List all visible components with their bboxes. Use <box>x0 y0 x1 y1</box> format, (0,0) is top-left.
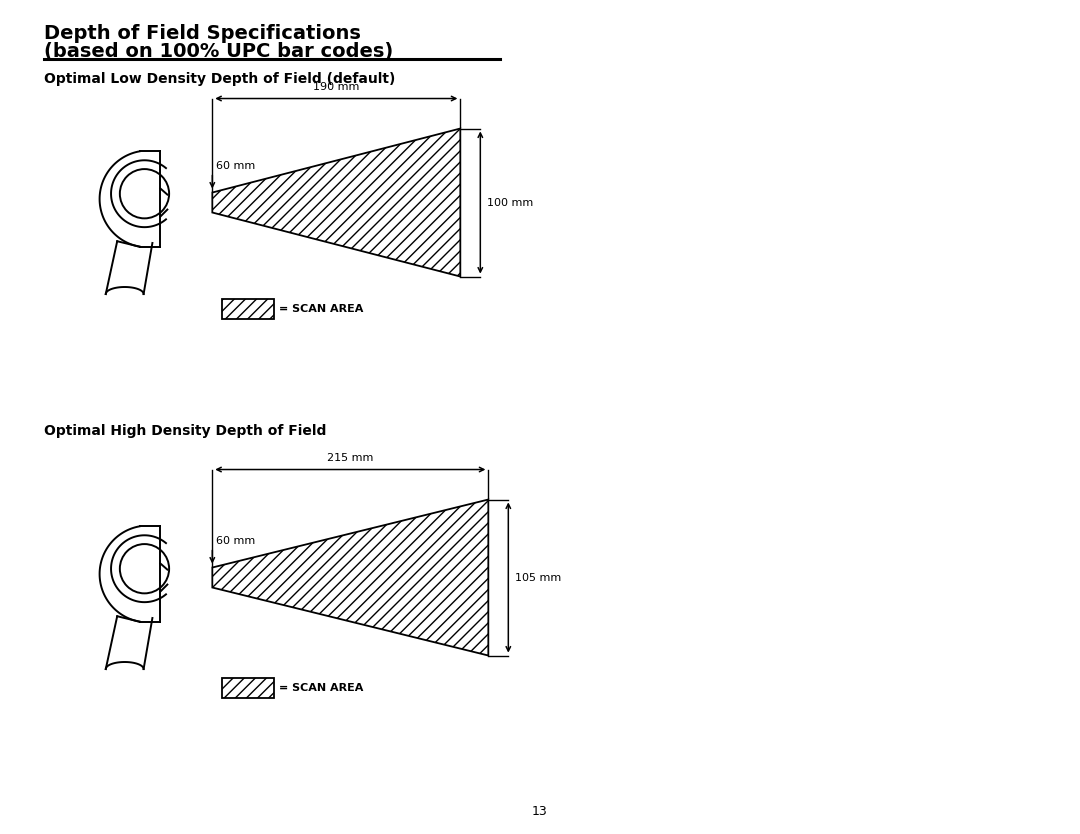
Text: = SCAN AREA: = SCAN AREA <box>280 304 364 314</box>
Bar <box>222 299 274 319</box>
Text: 215 mm: 215 mm <box>327 453 374 463</box>
Text: Depth of Field Specifications: Depth of Field Specifications <box>44 24 361 43</box>
Bar <box>222 677 274 697</box>
Text: Optimal Low Density Depth of Field (default): Optimal Low Density Depth of Field (defa… <box>44 72 395 86</box>
Text: Optimal High Density Depth of Field: Optimal High Density Depth of Field <box>44 424 326 438</box>
Text: 190 mm: 190 mm <box>313 82 360 92</box>
Text: 60 mm: 60 mm <box>216 535 256 545</box>
Text: (based on 100% UPC bar codes): (based on 100% UPC bar codes) <box>44 42 393 61</box>
Text: 13: 13 <box>532 805 548 818</box>
Text: 60 mm: 60 mm <box>216 160 256 170</box>
Text: 100 mm: 100 mm <box>487 198 534 208</box>
Text: = SCAN AREA: = SCAN AREA <box>280 682 364 692</box>
Text: 105 mm: 105 mm <box>515 572 562 582</box>
